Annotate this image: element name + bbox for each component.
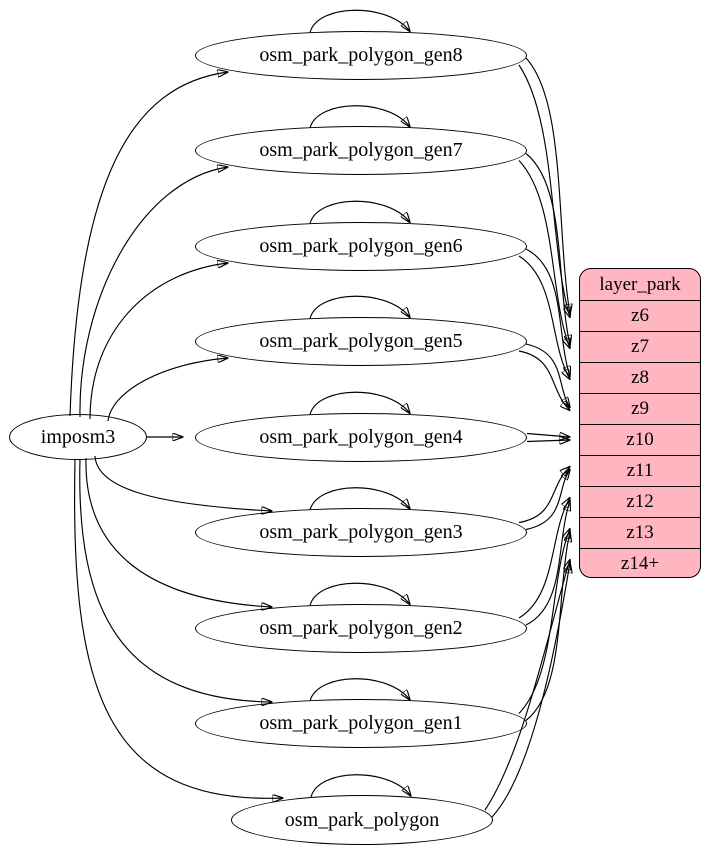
self-loop-osm_park_polygon_gen2 xyxy=(309,582,410,605)
node-osm-park-polygon-gen1: osm_park_polygon_gen1 xyxy=(195,699,527,748)
node-osm-park-polygon: osm_park_polygon xyxy=(231,795,493,845)
node-label: osm_park_polygon_gen2 xyxy=(259,616,463,639)
edge-osm_park_polygon_gen6-to-z8 xyxy=(525,248,570,377)
edge-osm_park_polygon_gen8-to-z6 xyxy=(525,57,570,315)
self-loop-osm_park_polygon_gen7 xyxy=(309,105,410,128)
edge-osm_park_polygon-to-z14plus xyxy=(491,563,570,818)
edge-osm_park_polygon_gen3-to-z11 xyxy=(518,467,570,524)
layer-row-z12: z12 xyxy=(580,486,700,517)
edge-osm_park_polygon_gen7-to-z7 xyxy=(525,153,570,346)
edge-osm_park_polygon_gen7-to-z7 xyxy=(518,160,570,349)
edge-imposm3-to-osm_park_polygon_gen3 xyxy=(94,455,272,511)
self-loop-osm_park_polygon_gen6 xyxy=(309,200,410,223)
node-label: osm_park_polygon_gen3 xyxy=(259,521,463,543)
layer-row-z7: z7 xyxy=(580,331,700,362)
self-loop-osm_park_polygon xyxy=(310,774,411,797)
self-loop-osm_park_polygon_gen5 xyxy=(309,295,410,318)
node-label: osm_park_polygon xyxy=(284,808,440,831)
node-osm-park-polygon-gen7: osm_park_polygon_gen7 xyxy=(195,126,527,175)
node-osm-park-polygon-gen5: osm_park_polygon_gen5 xyxy=(195,316,527,366)
edge-imposm3-to-osm_park_polygon_gen1 xyxy=(79,458,272,702)
node-label: osm_park_polygon_gen8 xyxy=(259,43,463,66)
edge-osm_park_polygon_gen5-to-z9 xyxy=(525,343,570,408)
node-label: osm_park_polygon_gen6 xyxy=(259,234,463,257)
edge-imposm3-to-osm_park_polygon_gen7 xyxy=(79,167,228,418)
edge-osm_park_polygon_gen1-to-z13 xyxy=(518,529,570,714)
edge-osm_park_polygon_gen1-to-z13 xyxy=(525,532,570,721)
self-loop-osm_park_polygon_gen4 xyxy=(309,391,410,414)
node-osm-park-polygon-gen4: osm_park_polygon_gen4 xyxy=(195,412,527,462)
layer-park-header: layer_park xyxy=(599,273,681,295)
edge-imposm3-to-osm_park_polygon_gen5 xyxy=(107,358,228,422)
edge-osm_park_polygon_gen2-to-z12 xyxy=(518,498,570,619)
edge-osm_park_polygon_gen4-to-z10 xyxy=(526,440,570,442)
layer-row-z6: z6 xyxy=(580,300,700,331)
layer-row-z10: z10 xyxy=(580,424,700,455)
layer-row-z9: z9 xyxy=(580,393,700,424)
node-imposm3: imposm3 xyxy=(9,414,147,460)
node-osm-park-polygon-gen6: osm_park_polygon_gen6 xyxy=(195,221,527,271)
layer-park-table: layer_park z6 z7 z8 z9 z10 z11 z12 z13 z… xyxy=(579,268,701,578)
layer-row-z13: z13 xyxy=(580,517,700,548)
node-osm-park-polygon-gen8: osm_park_polygon_gen8 xyxy=(195,30,527,80)
node-label: osm_park_polygon_gen1 xyxy=(259,712,463,734)
self-loop-osm_park_polygon_gen8 xyxy=(309,9,410,32)
edge-osm_park_polygon-to-z14plus xyxy=(484,560,570,811)
self-loop-osm_park_polygon_gen1 xyxy=(309,678,410,701)
edge-osm_park_polygon_gen2-to-z12 xyxy=(525,501,570,626)
edge-osm_park_polygon_gen6-to-z8 xyxy=(518,255,570,380)
node-label: osm_park_polygon_gen7 xyxy=(259,139,463,161)
layer-row-z8: z8 xyxy=(580,362,700,393)
node-label: osm_park_polygon_gen4 xyxy=(259,425,463,448)
node-osm-park-polygon-gen3: osm_park_polygon_gen3 xyxy=(195,508,527,557)
node-imposm3-label: imposm3 xyxy=(40,425,116,448)
layer-row-z11: z11 xyxy=(580,455,700,486)
edge-osm_park_polygon_gen8-to-z6 xyxy=(518,64,570,318)
edge-osm_park_polygon_gen3-to-z11 xyxy=(525,470,570,531)
layer-row-z14: z14+ xyxy=(580,548,700,577)
node-label: osm_park_polygon_gen5 xyxy=(259,329,463,352)
edge-osm_park_polygon_gen4-to-z10 xyxy=(526,434,570,438)
self-loop-osm_park_polygon_gen3 xyxy=(309,487,410,510)
node-osm-park-polygon-gen2: osm_park_polygon_gen2 xyxy=(195,603,527,653)
edge-osm_park_polygon_gen5-to-z9 xyxy=(518,350,570,411)
